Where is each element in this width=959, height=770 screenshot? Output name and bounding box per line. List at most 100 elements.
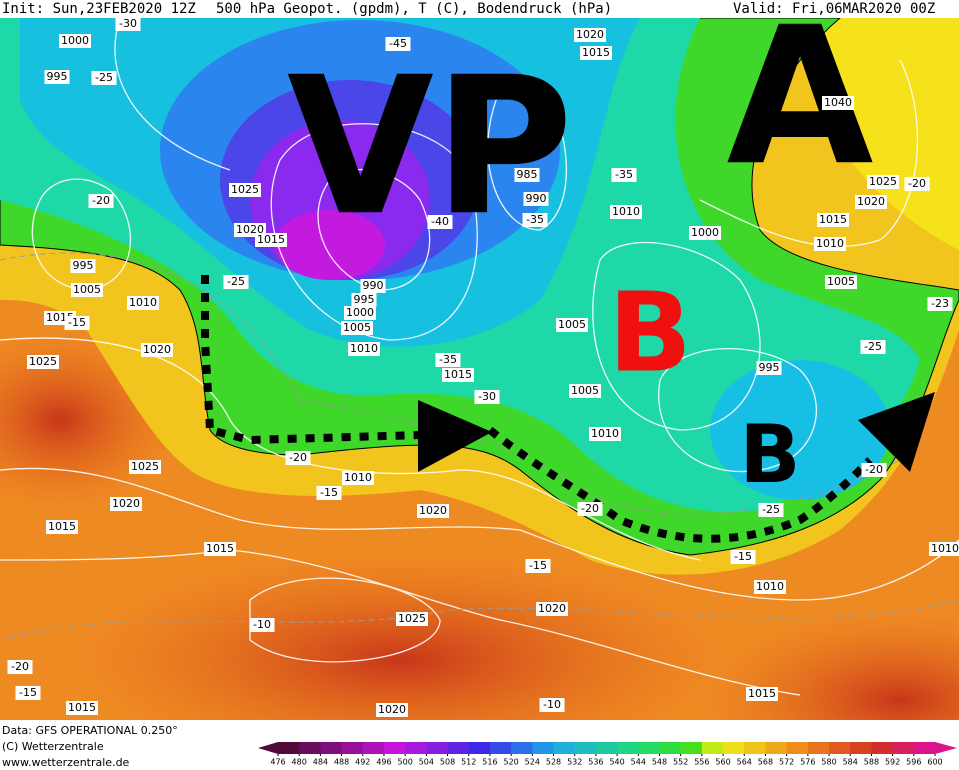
isobar-label: 1005 [343,321,371,334]
isobar-label-box [351,293,377,307]
colorbar-swatch [680,742,703,754]
isobar-label: 1010 [931,542,959,555]
colorbar-tick-label: 564 [737,758,752,767]
isobar-label: 1015 [68,701,96,714]
isobar-label-box [756,361,782,375]
colorbar-tick-label: 544 [631,758,646,767]
colorbar-tick-label: 548 [652,758,667,767]
isobar-label-box [523,192,549,206]
isobar-label: 1020 [419,504,447,517]
big-label: B [740,408,801,501]
isobar-label: 990 [363,279,384,292]
isobar-label: 990 [526,192,547,205]
isobar-label-box [229,183,261,197]
isobar-label: 995 [354,293,375,306]
temperature-label: -20 [289,451,307,464]
temperature-label-box [577,502,603,516]
isobar-label-box [59,34,91,48]
isobar-label: 1020 [538,602,566,615]
isobar-label-box [746,687,778,701]
colorbar-tick-label: 500 [398,758,413,767]
temperature-label: -15 [19,686,37,699]
colorbar-tick-label: 540 [609,758,624,767]
colorbar-tick-label: 588 [864,758,879,767]
isobar-label-box [817,213,849,227]
colorbar-tick-label: 516 [482,758,497,767]
colorbar-swatch [892,742,915,754]
colorbar-swatch [299,742,321,754]
isobar-label-box [255,233,287,247]
temperature-label-box [91,71,117,85]
isobar-label: 1010 [612,205,640,218]
isobar-label: 1010 [816,237,844,250]
temperature-label: -25 [864,340,882,353]
colorbar-tick-label: 552 [673,758,688,767]
colorbar-swatch [553,742,576,754]
isobar-label-box [569,384,601,398]
isobar-label-box [689,226,721,240]
temperature-label: -15 [529,559,547,572]
colorbar-tick-label: 536 [588,758,603,767]
temperature-label-box [64,316,90,330]
isobar-label: 1025 [231,183,259,196]
colorbar-tick-label: 528 [546,758,561,767]
map-title: 500 hPa Geopot. (gpdm), T (C), Bodendruc… [216,1,612,17]
temperature-label-box [115,17,141,31]
temperature-label-box [927,297,953,311]
temperature-label-box [7,660,33,674]
colorbar-tick-label: 592 [885,758,900,767]
isobar-label-box [360,279,386,293]
colorbar-swatch [744,742,766,754]
temperature-label: -35 [526,213,544,226]
colorbar-swatch [447,742,470,754]
temperature-label-box [316,486,342,500]
colorbar-tick-label: 596 [906,758,921,767]
colorbar-swatch [871,742,894,754]
colorbar-tick-label: 512 [461,758,476,767]
isobar-label-box [536,602,568,616]
temperature-label-box [611,168,637,182]
map [0,18,959,720]
temperature-label-box [522,213,548,227]
colorbar-end [935,742,957,754]
isobar-label-box [127,296,159,310]
isobar-label-box [589,427,621,441]
isobar-label-box [929,542,959,556]
colorbar-tick-label: 568 [758,758,773,767]
isobar-label: 1025 [29,355,57,368]
colorbar-swatch [278,742,300,754]
isobar-label-box [70,259,96,273]
isobar-label-box [204,542,236,556]
valid-time: Valid: Fri,06MAR2020 00Z [733,1,935,17]
colorbar-tick-label: 532 [567,758,582,767]
colorbar-swatch [320,742,343,754]
isobar-label: 1025 [398,612,426,625]
colorbar-swatch [341,742,364,754]
colorbar-swatch [574,742,597,754]
colorbar-tick-label: 600 [927,758,942,767]
colorbar-swatch [786,742,809,754]
colorbar: 476 480 484 488 492 496 500 504 508 512 516 520 524 5… [258,742,957,767]
isobar-label: 1000 [691,226,719,239]
colorbar-swatch [405,742,427,754]
isobar-label-box [867,175,899,189]
colorbar-swatch [807,742,830,754]
temperature-label-box [435,353,461,367]
colorbar-swatch [362,742,385,754]
isobar-label: 1020 [236,223,264,236]
isobar-label: 1025 [131,460,159,473]
isobar-label: 1010 [129,296,157,309]
isobar-label-box [348,342,380,356]
isobar-label-box [396,612,428,626]
temperature-label-box [15,686,41,700]
temperature-label-box [223,275,249,289]
isobar-label: 1005 [558,318,586,331]
isobar-label-box [580,46,612,60]
colorbar-swatch [426,742,449,754]
colorbar-tick-label: 484 [313,758,328,767]
temperature-label: -40 [431,215,449,228]
big-label: B [608,268,692,396]
isobar-label: 1015 [48,520,76,533]
isobar-label-box [514,168,540,182]
